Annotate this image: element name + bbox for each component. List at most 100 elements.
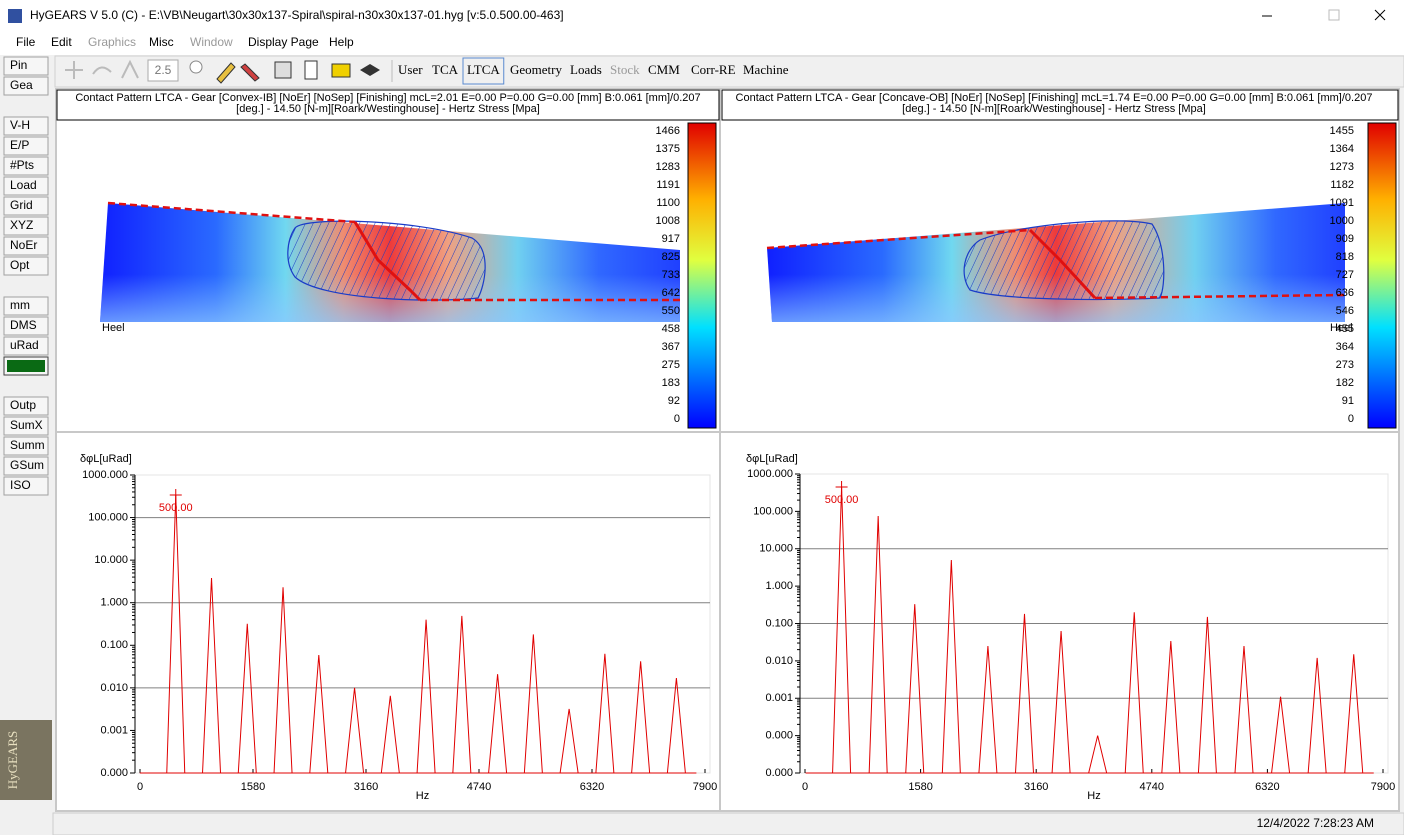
menu-item[interactable]: Misc — [149, 35, 174, 49]
sidebar-button-label: NoEr — [10, 238, 37, 252]
color-scale-label: 92 — [668, 395, 680, 407]
annotation: 500.00 — [159, 502, 193, 514]
sidebar-button-label: Summ — [10, 438, 45, 452]
spike — [237, 623, 257, 774]
icon[interactable] — [65, 61, 83, 79]
sidebar-button[interactable] — [3, 416, 49, 436]
toolbar-button[interactable]: LTCA — [467, 62, 500, 77]
spike — [1088, 735, 1108, 774]
sidebar-button[interactable] — [3, 236, 49, 256]
sidebar-button[interactable] — [3, 76, 49, 96]
icon[interactable] — [121, 59, 139, 79]
sidebar-button-label: ISO — [10, 478, 31, 492]
sidebar-button[interactable] — [3, 196, 49, 216]
x-tick-label: 4740 — [467, 781, 491, 793]
icon[interactable] — [304, 60, 318, 80]
color-scale-label: 1283 — [656, 161, 680, 173]
color-scale-label: 1100 — [656, 197, 680, 209]
toolbar-button[interactable]: CMM — [648, 62, 680, 77]
sidebar-button[interactable] — [3, 216, 49, 236]
status-time: 12/4/2022 7:28:23 AM — [1257, 816, 1374, 830]
sidebar-button-label: Opt — [10, 258, 30, 272]
sidebar-button[interactable] — [3, 336, 49, 356]
color-scale-label: 367 — [662, 341, 680, 353]
y-axis-label: δφL[uRad] — [80, 453, 132, 465]
y-tick-label: 0.010 — [765, 655, 793, 667]
menu-item[interactable]: Display Page — [248, 35, 319, 49]
toolbar-button[interactable]: User — [398, 62, 423, 77]
sidebar-button-label: E/P — [10, 138, 29, 152]
toolbar-button[interactable]: TCA — [432, 62, 459, 77]
value-box[interactable] — [147, 59, 179, 82]
sidebar-button[interactable] — [3, 156, 49, 176]
toolbar-button[interactable]: Loads — [570, 62, 602, 77]
toolbar-button[interactable]: Stock — [610, 62, 640, 77]
sidebar-button[interactable] — [3, 456, 49, 476]
x-tick-label: 6320 — [580, 781, 604, 793]
sidebar-button[interactable] — [3, 136, 49, 156]
window-title: HyGEARS V 5.0 (C) - E:\VB\Neugart\30x30x… — [30, 8, 564, 22]
icon[interactable] — [360, 64, 380, 76]
color-scale-label: 727 — [1336, 269, 1354, 281]
menu-item[interactable]: Help — [329, 35, 354, 49]
spike — [1271, 696, 1291, 774]
color-scale-label: 182 — [1336, 377, 1354, 389]
sidebar-button[interactable] — [3, 176, 49, 196]
sidebar-button-label: Pin — [10, 58, 27, 72]
sidebar-button[interactable] — [3, 476, 49, 496]
selected-frame — [462, 57, 505, 85]
logo — [0, 720, 52, 800]
sidebar-button-label: DMS — [10, 318, 37, 332]
spike — [1344, 654, 1364, 774]
y-tick-label: 100.000 — [753, 505, 793, 517]
color-scale-label: 1000 — [1330, 215, 1354, 227]
icon[interactable] — [92, 66, 112, 75]
spike — [1197, 616, 1217, 774]
icon[interactable] — [189, 60, 203, 74]
sidebar-button[interactable] — [3, 296, 49, 316]
y-tick-label: 1000.000 — [747, 468, 793, 480]
color-scale-label: 1375 — [656, 143, 680, 155]
menu-item[interactable]: Graphics — [88, 35, 136, 49]
y-tick-label: 0.100 — [100, 639, 128, 651]
sidebar-button-label: V-H — [10, 118, 30, 132]
x-tick-label: 7900 — [693, 781, 717, 793]
y-tick-label: 0.010 — [100, 682, 128, 694]
sidebar-button[interactable] — [3, 316, 49, 336]
close-button[interactable] — [1374, 9, 1386, 21]
sidebar-button[interactable] — [3, 256, 49, 276]
sidebar-button-label: Load — [10, 178, 37, 192]
color-scale-label: 364 — [1336, 341, 1354, 353]
toolbar-button[interactable]: Machine — [743, 62, 789, 77]
toolbar-button[interactable]: Geometry — [510, 62, 562, 77]
sidebar-button[interactable] — [3, 116, 49, 136]
menu-item[interactable]: Edit — [51, 35, 72, 49]
spike — [595, 653, 615, 774]
menu-item[interactable]: File — [16, 35, 36, 49]
panel — [721, 433, 1398, 810]
pattern-title: Contact Pattern LTCA - Gear [Convex-IB] … — [75, 92, 700, 104]
spike — [452, 615, 472, 774]
x-tick-label: 3160 — [1024, 781, 1048, 793]
x-tick-label: 4740 — [1140, 781, 1164, 793]
icon[interactable] — [274, 61, 292, 79]
color-swatch-fill — [7, 360, 45, 372]
logo-text: HyGEARS — [5, 731, 20, 790]
sidebar-button-label: GSum — [10, 458, 44, 472]
icon[interactable] — [216, 62, 236, 84]
sidebar-button[interactable] — [3, 436, 49, 456]
maximize-button[interactable] — [1328, 9, 1340, 21]
color-scale-label: 1364 — [1330, 143, 1354, 155]
color-scale-label: 0 — [674, 413, 680, 425]
toolbar-button[interactable]: Corr-RE — [691, 62, 736, 77]
icon[interactable] — [240, 63, 260, 82]
spike — [1161, 640, 1181, 774]
sidebar-button[interactable] — [3, 396, 49, 416]
icon[interactable] — [331, 63, 351, 78]
y-tick-label: 1.000 — [100, 597, 128, 609]
x-axis-label: Hz — [1087, 790, 1100, 802]
menu-item[interactable]: Window — [190, 35, 233, 49]
sidebar-button[interactable] — [3, 56, 49, 76]
y-tick-label: 0.000 — [100, 767, 128, 779]
color-scale-label: 1091 — [1330, 197, 1354, 209]
